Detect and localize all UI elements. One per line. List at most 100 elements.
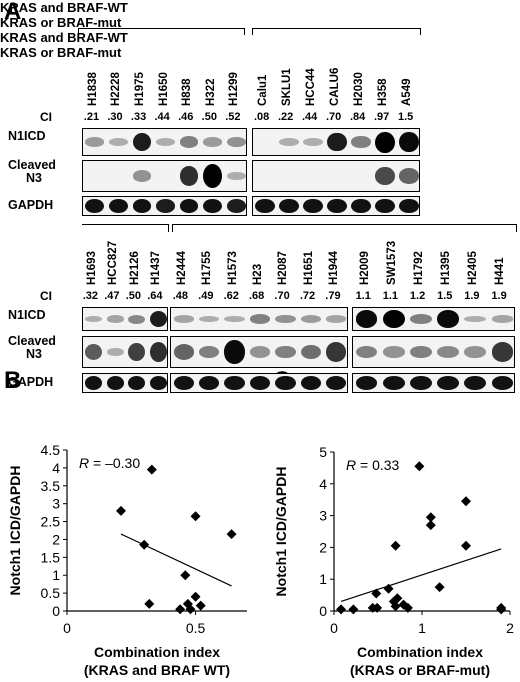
group-tick bbox=[252, 28, 253, 35]
blot-band bbox=[108, 138, 128, 146]
blot-band bbox=[249, 346, 271, 358]
x-tick-label: 0.5 bbox=[186, 620, 206, 636]
scatter-plot-b: 0 0.5 1 1.5 22.5 3 3.5 4 4.5 0 0.5 Combination inde… bbox=[7, 442, 247, 678]
blot-band bbox=[275, 376, 296, 390]
ci-value: .52 bbox=[225, 111, 241, 123]
cell-line-label: A549 bbox=[401, 78, 413, 107]
blot-band bbox=[198, 315, 220, 323]
blot-band bbox=[399, 131, 419, 153]
data-point bbox=[336, 604, 347, 615]
data-point bbox=[144, 598, 155, 609]
ci-value: .08 bbox=[254, 111, 270, 123]
blot-band bbox=[108, 199, 128, 213]
data-point bbox=[190, 591, 201, 602]
r-value: = 0.33 bbox=[356, 457, 399, 473]
blot-band bbox=[355, 345, 378, 359]
cell-line-label: H1755 bbox=[201, 251, 214, 285]
x-tick-label: 0 bbox=[330, 620, 338, 636]
ci-value: 1.5 bbox=[398, 111, 414, 123]
y-tick-label: 3 bbox=[52, 496, 60, 512]
cell-line-label: H2087 bbox=[277, 251, 290, 285]
ci-value: .72 bbox=[299, 290, 316, 302]
row-label-gapdh: GAPDH bbox=[8, 198, 54, 212]
data-point bbox=[496, 604, 507, 615]
x-axis-label: Combination index bbox=[94, 644, 220, 660]
cell-line-label: H1975 bbox=[133, 72, 146, 106]
row-label-cleaved-n3-2: N3 bbox=[26, 347, 42, 361]
cell-line-label: HCC44 bbox=[305, 68, 317, 106]
blot-band bbox=[226, 199, 246, 213]
blot-band bbox=[132, 170, 152, 182]
data-point bbox=[195, 600, 206, 611]
blot-strip-n3 bbox=[252, 160, 420, 192]
data-point bbox=[398, 599, 409, 610]
blot-band bbox=[327, 132, 347, 152]
blot-band bbox=[198, 376, 220, 390]
group-line bbox=[82, 224, 168, 225]
data-point bbox=[185, 604, 196, 615]
cell-line-label: H2030 bbox=[353, 72, 365, 106]
blot-band bbox=[85, 137, 105, 147]
y-tick-label: 5 bbox=[319, 444, 327, 460]
blot-band bbox=[351, 199, 371, 213]
trend-line bbox=[120, 533, 232, 587]
cell-line-label: H358 bbox=[377, 78, 389, 107]
group-tick bbox=[420, 28, 421, 35]
cell-line-label: H322 bbox=[204, 78, 217, 107]
panel-letter-a: A bbox=[4, 0, 22, 25]
row-label-cleaved-n3: Cleaved bbox=[8, 334, 56, 348]
blot-band bbox=[132, 199, 152, 213]
data-point bbox=[461, 496, 471, 507]
trend-line bbox=[340, 548, 502, 603]
cell-line-label: H441 bbox=[494, 257, 507, 286]
blot-band bbox=[106, 315, 124, 323]
blot-strip-n1icd bbox=[252, 128, 420, 156]
ci-value: .47 bbox=[104, 290, 120, 302]
blot-band bbox=[375, 131, 395, 153]
ci-value: .70 bbox=[326, 111, 342, 123]
blot-band bbox=[226, 137, 246, 147]
group-line bbox=[78, 28, 244, 29]
data-point bbox=[425, 520, 436, 531]
blot-band bbox=[179, 136, 199, 148]
blot-band bbox=[173, 344, 194, 360]
western-blots: KRAS and BRAF-WT KRAS or BRAF-mut CI N1ICD C… bbox=[0, 0, 520, 393]
blot-band bbox=[224, 376, 245, 390]
blot-band bbox=[355, 310, 378, 328]
blot-band bbox=[85, 376, 103, 390]
cell-line-label: H1437 bbox=[150, 251, 163, 285]
y-tick-label: 3 bbox=[319, 508, 327, 524]
cell-line-label: H1792 bbox=[412, 251, 425, 285]
group-line bbox=[252, 28, 420, 29]
blot-band bbox=[128, 314, 146, 324]
data-point bbox=[425, 512, 436, 523]
ci-value: .44 bbox=[302, 111, 318, 123]
y-tick-label: 0 bbox=[52, 603, 60, 619]
blot-band bbox=[173, 376, 194, 390]
data-point bbox=[116, 505, 126, 516]
data-point bbox=[461, 540, 471, 551]
blot-band bbox=[300, 344, 321, 360]
ci-value: .70 bbox=[274, 290, 290, 302]
blot-band bbox=[203, 137, 223, 147]
ci-value: .48 bbox=[172, 290, 188, 302]
cell-line-label: H838 bbox=[181, 78, 194, 107]
y-tick-label: 1.5 bbox=[41, 549, 61, 565]
ci-value: .64 bbox=[147, 290, 163, 302]
blot-band bbox=[303, 138, 323, 146]
ci-value: 1.9 bbox=[464, 290, 480, 302]
ci-value: 1.1 bbox=[382, 290, 399, 302]
blot-band bbox=[226, 171, 246, 181]
x-axis-label-sub: (KRAS or BRAF-mut) bbox=[350, 662, 490, 678]
blot-strip-gapdh bbox=[170, 373, 348, 393]
ci-value: .46 bbox=[178, 111, 194, 123]
blot-band bbox=[399, 199, 419, 213]
blot-band bbox=[327, 199, 347, 213]
blot-band bbox=[437, 346, 459, 358]
y-tick-label: 2.5 bbox=[41, 514, 61, 530]
blot-band bbox=[300, 315, 321, 323]
blot-band bbox=[156, 199, 175, 213]
x-tick-label: 2 bbox=[506, 620, 514, 636]
blot-band bbox=[149, 342, 167, 362]
row-label-gapdh: GAPDH bbox=[8, 375, 54, 389]
